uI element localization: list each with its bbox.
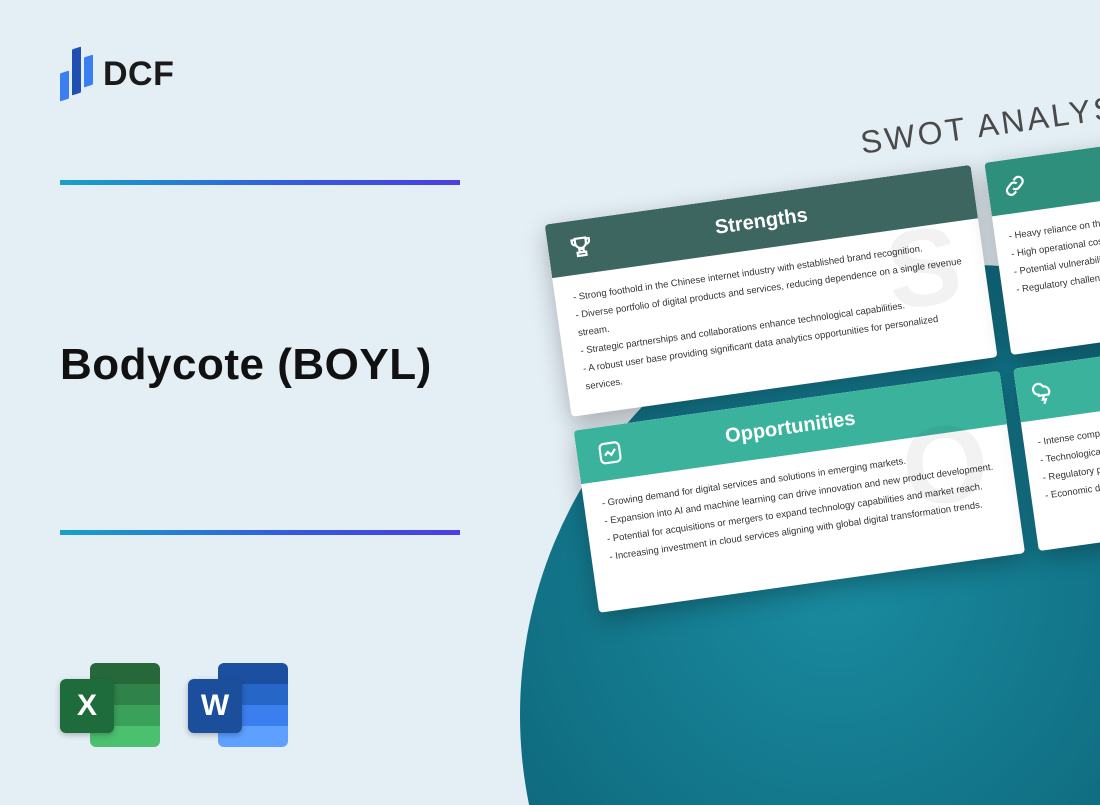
file-format-icons: X W	[60, 655, 288, 755]
divider-bottom	[60, 530, 460, 535]
word-icon: W	[188, 655, 288, 755]
threats-list: Intense competition Technological disru …	[1037, 403, 1100, 506]
weaknesses-list: Heavy reliance on the domesti High opera…	[1008, 197, 1100, 300]
link-icon	[998, 169, 1032, 203]
storm-icon	[1027, 375, 1061, 409]
word-badge: W	[188, 679, 242, 733]
page-title: Bodycote (BOYL)	[60, 340, 432, 390]
swot-card-strengths: Strengths S Strong foothold in the Chine…	[545, 165, 998, 417]
excel-icon: X	[60, 655, 160, 755]
swot-card-weaknesses: Heavy reliance on the domesti High opera…	[984, 127, 1100, 356]
logo-mark	[60, 48, 93, 100]
card-title: Strengths	[714, 204, 810, 240]
card-title: Opportunities	[724, 407, 857, 448]
brand-logo: DCF	[60, 48, 174, 100]
divider-top	[60, 180, 460, 185]
product-card: DCF Bodycote (BOYL) X W SWOT ANALYSIS St…	[0, 0, 1100, 805]
excel-badge: X	[60, 679, 114, 733]
chart-up-icon	[593, 436, 627, 470]
logo-text: DCF	[103, 55, 174, 94]
trophy-icon	[564, 230, 598, 264]
swot-diagram: SWOT ANALYSIS Strengths S Strong foothol…	[537, 70, 1100, 613]
swot-card-threats: Intense competition Technological disru …	[1013, 333, 1100, 551]
